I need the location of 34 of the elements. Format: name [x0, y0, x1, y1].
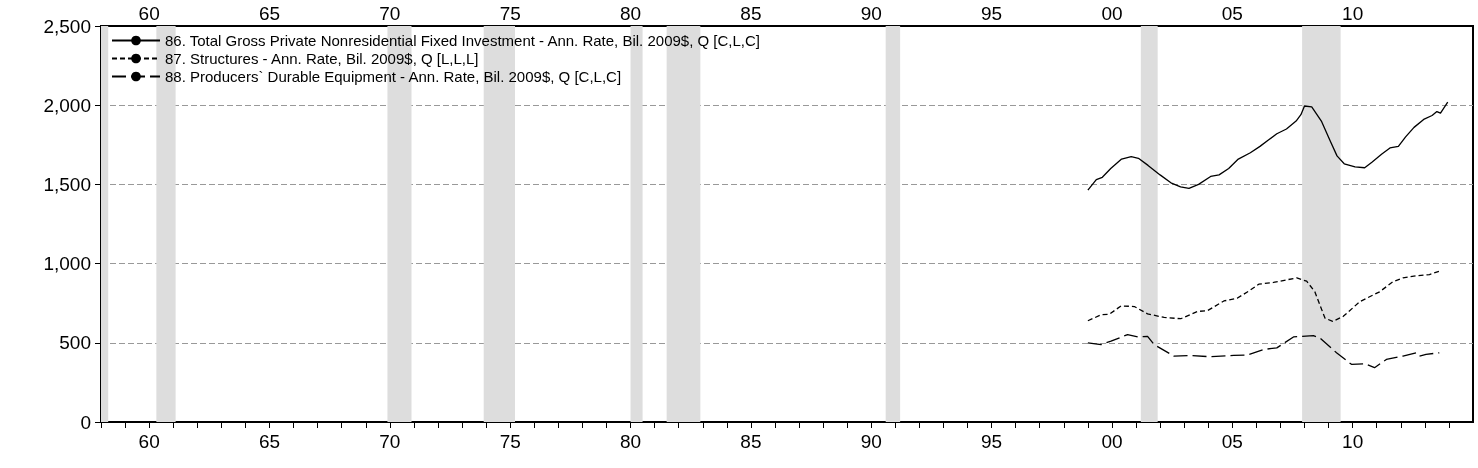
x2-tick-label: 70 — [379, 431, 401, 452]
x2-tick-label: 85 — [740, 431, 762, 452]
x2-tick-label: 00 — [1101, 431, 1123, 452]
line-series — [1087, 101, 1449, 191]
x-tick-label: 70 — [379, 3, 401, 24]
legend-label: 86. Total Gross Private Nonresidential Fixed Investment - Ann. Rate, Bil. 2009$, Q [C,L,C] — [165, 32, 761, 49]
y-tick-label: 1,500 — [43, 173, 91, 195]
line-series — [1087, 270, 1440, 323]
legend-label: 87. Structures - Ann. Rate, Bil. 2009$, Q [L,L,L] — [165, 50, 479, 67]
x-tick-label: 90 — [860, 3, 882, 24]
x-tick-label: 10 — [1342, 3, 1364, 24]
x-tick-label: 65 — [258, 3, 281, 24]
x2-tick-label: 75 — [499, 431, 521, 452]
x-tick-label: 85 — [740, 3, 762, 24]
x-tick-label: 60 — [138, 3, 160, 24]
y-tick-label: 0 — [80, 411, 91, 433]
x-tick-label: 00 — [1101, 3, 1123, 24]
x-tick-label: 75 — [499, 3, 521, 24]
y-tick-label: 500 — [59, 332, 91, 354]
y-tick-label: 2,500 — [43, 15, 91, 37]
x2-tick-label: 95 — [981, 431, 1003, 452]
x2-tick-label: 90 — [860, 431, 882, 452]
x2-tick-label: 05 — [1221, 431, 1243, 452]
legend-label: 88. Producers` Durable Equipment - Ann. Rate, Bil. 2009$, Q [C,L,C] — [165, 68, 622, 85]
line-series — [1087, 333, 1440, 369]
y-tick-label: 1,000 — [43, 253, 91, 275]
x2-tick-label: 80 — [619, 431, 642, 452]
x-tick-label: 95 — [981, 3, 1003, 24]
x-tick-label: 05 — [1221, 3, 1243, 24]
x-tick-label: 80 — [619, 3, 642, 24]
y-tick-label: 2,000 — [43, 94, 91, 116]
x2-tick-label: 10 — [1342, 431, 1364, 452]
x2-tick-label: 60 — [138, 431, 160, 452]
x2-tick-label: 65 — [258, 431, 281, 452]
